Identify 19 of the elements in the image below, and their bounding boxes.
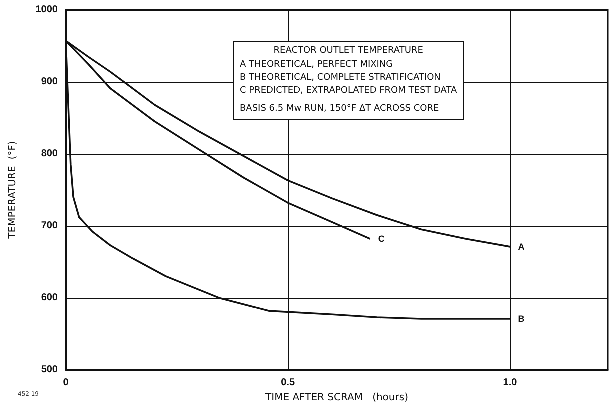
x-tick-label: 0.5 (281, 378, 296, 389)
annotation: REACTOR OUTLET TEMPERATURE (272, 45, 424, 58)
y-tick-label: 800 (41, 148, 58, 160)
x-tick-label: 1.0 (503, 378, 518, 389)
series-label: A (518, 242, 526, 252)
annotation: C PREDICTED, EXTRAPOLATED FROM TEST DATA (240, 85, 458, 98)
y-tick-label: 600 (41, 292, 58, 304)
y-tick-label: 700 (41, 220, 58, 232)
y-axis-title: TEMPERATURE (°F) (8, 141, 18, 240)
x-tick-label: 0 (63, 378, 70, 389)
y-tick-label: 500 (41, 364, 58, 376)
annotation: A THEORETICAL, PERFECT MIXING (240, 59, 394, 72)
y-tick-label: 900 (41, 76, 58, 88)
y-tick-label: 1000 (36, 4, 58, 16)
series-label: B (518, 314, 526, 324)
annotation: BASIS 6.5 Mw RUN, 150°F ΔT ACROSS CORE (240, 103, 440, 116)
annotation: B THEORETICAL, COMPLETE STRATIFICATION (240, 72, 442, 85)
series-label: C (378, 234, 386, 244)
x-axis-title: TIME AFTER SCRAM (hours) (264, 392, 409, 404)
